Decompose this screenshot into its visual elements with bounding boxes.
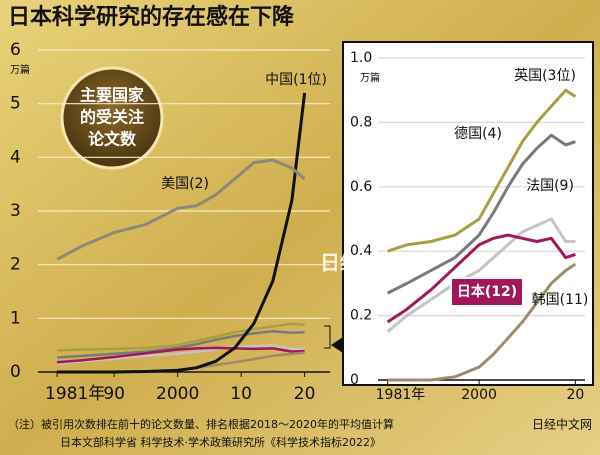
y-tick-label: 0.6 bbox=[350, 179, 372, 195]
y-tick-label: 1 bbox=[10, 308, 21, 328]
series-line bbox=[387, 88, 577, 253]
y-tick-label: 0 bbox=[10, 362, 21, 382]
series-label: 日本(12) bbox=[457, 283, 517, 300]
series-label: 中国(1位) bbox=[265, 72, 327, 88]
y-tick-label: 0.8 bbox=[350, 114, 372, 130]
x-tick-label: 2000 bbox=[156, 384, 199, 404]
y-tick-label: 1.0 bbox=[350, 50, 372, 66]
x-tick-label: 20 bbox=[294, 384, 316, 404]
series-line bbox=[386, 233, 576, 324]
series-line bbox=[56, 158, 306, 261]
series-label: 美国(2) bbox=[161, 176, 209, 192]
badge bbox=[60, 66, 164, 170]
series-line bbox=[56, 322, 305, 352]
series-line bbox=[386, 133, 576, 295]
y-tick-label: 2 bbox=[10, 255, 21, 275]
footnote: （注）被引用次数排在前十的论文数量、排名根据2018～2020年的平均值计算 bbox=[8, 417, 394, 431]
series-line bbox=[56, 346, 305, 364]
x-tick-label: 1981年 bbox=[376, 387, 426, 403]
x-tick-label: 1981年 bbox=[45, 384, 105, 404]
y-tick-label: 0.4 bbox=[350, 243, 372, 259]
series-label: 英国(3位) bbox=[514, 67, 576, 84]
x-tick-label: 90 bbox=[103, 384, 125, 404]
source: 日本文部科学省 科学技术·学术政策研究所《科学技术指标2022》 bbox=[60, 435, 381, 449]
y-tick-label: 0 bbox=[350, 372, 359, 388]
series-line bbox=[56, 343, 305, 366]
label-box bbox=[450, 277, 524, 307]
y-tick-label: 6 bbox=[10, 40, 21, 60]
series-line bbox=[386, 217, 576, 333]
series-line bbox=[57, 92, 307, 374]
x-tick-label: 2000 bbox=[461, 387, 497, 403]
x-tick-label: 20 bbox=[566, 387, 584, 403]
series-line bbox=[56, 329, 305, 359]
series-label: 法国(9) bbox=[526, 178, 574, 194]
y-tick-label: 3 bbox=[10, 201, 21, 221]
y-tick-label: 0.2 bbox=[350, 308, 372, 324]
unit-label: 万篇 bbox=[360, 71, 380, 84]
y-tick-label: 4 bbox=[10, 147, 21, 167]
badge-text: 的受关注 bbox=[80, 108, 144, 127]
series-label: 韩国(11) bbox=[532, 292, 589, 308]
x-tick-label: 10 bbox=[230, 384, 252, 404]
badge-text: 论文数 bbox=[88, 130, 137, 149]
chart-title: 日本科学研究的存在感在下降 bbox=[8, 4, 295, 30]
series-line bbox=[387, 262, 577, 382]
watermark-corner: 日经中文网 bbox=[532, 417, 592, 432]
unit-label: 万篇 bbox=[10, 63, 30, 76]
y-tick-label: 5 bbox=[10, 94, 21, 114]
inset-pointer bbox=[331, 337, 343, 353]
bracket bbox=[324, 325, 331, 349]
badge-text: 主要国家 bbox=[80, 86, 145, 105]
inset-frame bbox=[342, 41, 594, 386]
series-label: 德国(4) bbox=[454, 126, 502, 142]
watermark: 日经中文网 bbox=[320, 251, 420, 275]
